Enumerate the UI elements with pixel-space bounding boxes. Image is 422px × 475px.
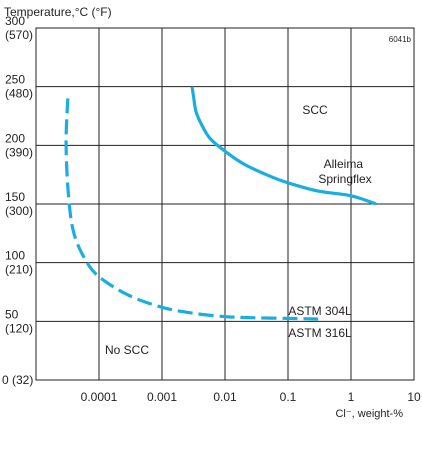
x-tick-label: 0.001 (147, 390, 177, 404)
figure-id: 6041b (389, 35, 412, 44)
chart-tick-labels: 0 (32) 50(120) 100(210) 150(300) 200(390) 250… (2, 14, 421, 404)
y-tick-label: 150 (5, 190, 25, 204)
annotation-scc: SCC (302, 103, 328, 117)
x-tick-label: 0.01 (213, 390, 237, 404)
chart-annotations: SCC No SCC ASTM 304L ASTM 316L (105, 103, 352, 357)
x-tick-label: 0.0001 (81, 390, 118, 404)
y-tick-label: 0 (32) (2, 373, 33, 387)
series-line-alleima-springflex (190, 86, 377, 206)
x-tick-label: 10 (407, 390, 421, 404)
y-tick-label: 50 (5, 307, 19, 321)
y-tick-label: 250 (5, 73, 25, 87)
annotation-astm-304l: ASTM 304L (288, 304, 352, 318)
chart-curves (64, 86, 377, 321)
y-tick-label: 300 (5, 14, 25, 28)
annotation-astm-316l: ASTM 316L (288, 326, 352, 340)
series-label-alleima: Alleima Springflex (318, 157, 371, 186)
y-axis-label: Temperature,°C (°F) (4, 5, 112, 19)
y-tick-label-f: (210) (5, 263, 33, 277)
y-tick-label-f: (570) (5, 28, 33, 42)
y-tick-label-f: (120) (5, 321, 33, 335)
series-label-line: Alleima (324, 157, 364, 171)
x-tick-label: 1 (348, 390, 355, 404)
series-labels: Alleima Springflex (318, 157, 371, 186)
y-tick-label: 100 (5, 249, 25, 263)
y-tick-label-f: (300) (5, 204, 33, 218)
series-line-astm-304l-316l (64, 98, 319, 321)
chart-grid (35, 27, 415, 381)
y-tick-label: 200 (5, 131, 25, 145)
series-label-line: Springflex (318, 172, 371, 186)
x-axis-label: Cl⁻, weight-% (335, 408, 403, 420)
y-tick-label-f: (390) (5, 145, 33, 159)
x-tick-label: 0.1 (280, 390, 297, 404)
y-tick-label-f: (480) (5, 87, 33, 101)
annotation-no-scc: No SCC (105, 343, 149, 357)
